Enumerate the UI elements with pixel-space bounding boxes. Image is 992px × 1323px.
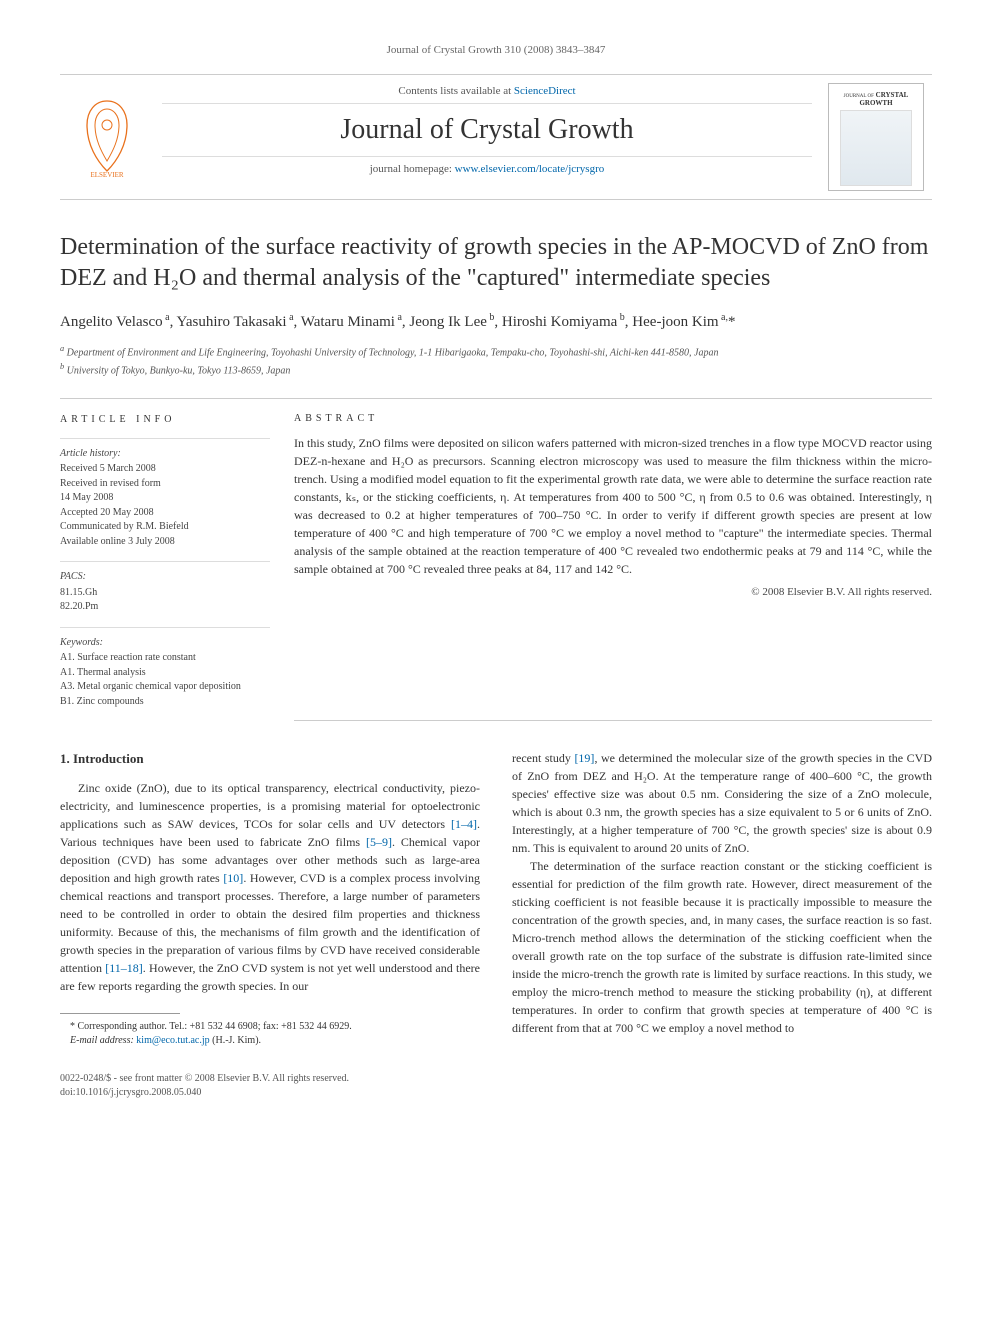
keyword: A1. Surface reaction rate constant	[60, 651, 270, 666]
history-line: Accepted 20 May 2008	[60, 506, 270, 521]
email-footnote: E-mail address: kim@eco.tut.ac.jp (H.-J.…	[60, 1034, 480, 1048]
ref-link[interactable]: [5–9]	[366, 835, 392, 849]
abstract-text: In this study, ZnO films were deposited …	[294, 434, 932, 578]
homepage-prefix: journal homepage:	[370, 163, 455, 175]
abstract-copyright: © 2008 Elsevier B.V. All rights reserved…	[294, 586, 932, 598]
keywords-block: Keywords: A1. Surface reaction rate cons…	[60, 627, 270, 710]
doi-line: doi:10.1016/j.jcrysgro.2008.05.040	[60, 1086, 932, 1100]
email-label: E-mail address:	[70, 1035, 136, 1046]
journal-homepage-link[interactable]: www.elsevier.com/locate/jcrysgro	[455, 163, 605, 175]
section-heading-intro: 1. Introduction	[60, 749, 480, 769]
svg-text:ELSEVIER: ELSEVIER	[90, 171, 123, 179]
history-line: Communicated by R.M. Biefeld	[60, 520, 270, 535]
journal-homepage-line: journal homepage: www.elsevier.com/locat…	[162, 156, 812, 175]
pacs-label: PACS:	[60, 570, 270, 585]
history-line: Available online 3 July 2008	[60, 535, 270, 550]
history-line: 14 May 2008	[60, 491, 270, 506]
sciencedirect-link[interactable]: ScienceDirect	[514, 85, 576, 97]
email-attribution: (H.-J. Kim).	[210, 1035, 261, 1046]
keyword: A3. Metal organic chemical vapor deposit…	[60, 680, 270, 695]
masthead: ELSEVIER Contents lists available at Sci…	[60, 74, 932, 200]
cover-label: JOURNAL OF CRYSTAL GROWTH	[833, 91, 919, 107]
article-history-block: Article history: Received 5 March 2008 R…	[60, 438, 270, 550]
history-line: Received in revised form	[60, 477, 270, 492]
pacs-code: 81.15.Gh	[60, 586, 270, 601]
contents-prefix: Contents lists available at	[398, 85, 513, 97]
running-head: Journal of Crystal Growth 310 (2008) 384…	[60, 44, 932, 56]
article-info-heading: ARTICLE INFO	[60, 413, 270, 428]
body-two-column: 1. Introduction Zinc oxide (ZnO), due to…	[60, 749, 932, 1048]
ref-link[interactable]: [19]	[574, 751, 594, 765]
author-email-link[interactable]: kim@eco.tut.ac.jp	[136, 1035, 209, 1046]
affiliation-a: a Department of Environment and Life Eng…	[60, 343, 932, 360]
intro-paragraph-1: Zinc oxide (ZnO), due to its optical tra…	[60, 779, 480, 995]
article-title: Determination of the surface reactivity …	[60, 232, 932, 294]
body-column-right: recent study [19], we determined the mol…	[512, 749, 932, 1048]
history-line: Received 5 March 2008	[60, 462, 270, 477]
affiliations: a Department of Environment and Life Eng…	[60, 343, 932, 378]
front-matter-line: 0022-0248/$ - see front matter © 2008 El…	[60, 1072, 932, 1086]
ref-link[interactable]: [11–18]	[105, 961, 143, 975]
footnote-separator	[60, 1013, 180, 1014]
keywords-label: Keywords:	[60, 636, 270, 651]
intro-paragraph-1-cont: recent study [19], we determined the mol…	[512, 749, 932, 857]
article-history-label: Article history:	[60, 447, 270, 462]
ref-link[interactable]: [1–4]	[451, 817, 477, 831]
pacs-block: PACS: 81.15.Gh 82.20.Pm	[60, 561, 270, 615]
journal-title: Journal of Crystal Growth	[162, 114, 812, 146]
intro-paragraph-2: The determination of the surface reactio…	[512, 857, 932, 1037]
contents-lists-line: Contents lists available at ScienceDirec…	[162, 85, 812, 104]
abstract-column: ABSTRACT In this study, ZnO films were d…	[294, 413, 932, 721]
page-footer: 0022-0248/$ - see front matter © 2008 El…	[60, 1072, 932, 1100]
elsevier-logo: ELSEVIER	[60, 75, 154, 199]
pacs-code: 82.20.Pm	[60, 600, 270, 615]
author-list: Angelito Velasco a, Yasuhiro Takasaki a,…	[60, 312, 932, 331]
ref-link[interactable]: [10]	[223, 871, 243, 885]
cover-art-placeholder	[840, 110, 912, 186]
affiliation-b: b University of Tokyo, Bunkyo-ku, Tokyo …	[60, 361, 932, 378]
body-column-left: 1. Introduction Zinc oxide (ZnO), due to…	[60, 749, 480, 1048]
journal-cover-thumbnail: JOURNAL OF CRYSTAL GROWTH	[828, 83, 924, 191]
abstract-heading: ABSTRACT	[294, 413, 932, 424]
article-info-sidebar: ARTICLE INFO Article history: Received 5…	[60, 413, 294, 721]
keyword: A1. Thermal analysis	[60, 666, 270, 681]
keyword: B1. Zinc compounds	[60, 695, 270, 710]
corresponding-author-footnote: * Corresponding author. Tel.: +81 532 44…	[60, 1020, 480, 1034]
